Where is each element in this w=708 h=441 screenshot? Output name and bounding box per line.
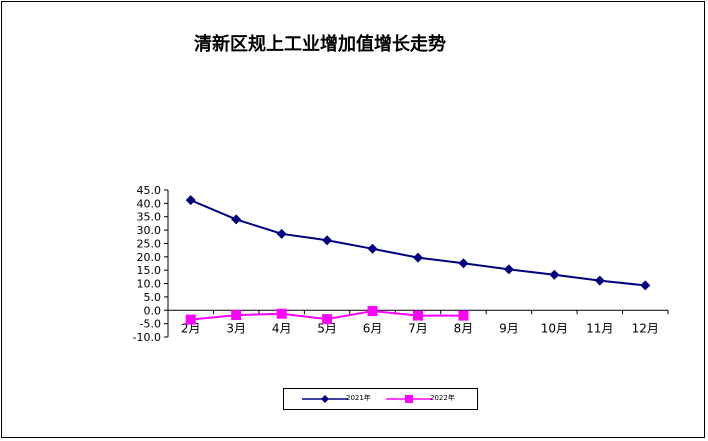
data-point-square xyxy=(367,306,378,317)
x-tick-label: 3月 xyxy=(226,321,246,335)
legend: 2021年 2022年 xyxy=(283,388,478,410)
x-tick-label: 8月 xyxy=(454,321,474,335)
data-point-square xyxy=(413,310,423,321)
legend-label-2022: 2022年 xyxy=(430,394,455,402)
data-point-square xyxy=(185,314,196,325)
x-tick-label: 12月 xyxy=(632,321,659,335)
series-0 xyxy=(185,195,651,291)
x-tick-label: 2月 xyxy=(181,321,201,335)
y-tick-label: 25.0 xyxy=(137,237,162,250)
x-tick-label: 5月 xyxy=(317,321,337,335)
y-tick-label: 35.0 xyxy=(137,211,162,224)
data-point-square xyxy=(458,310,469,321)
y-tick-label: 20.0 xyxy=(137,251,162,264)
data-point-diamond xyxy=(185,195,196,206)
series-line-0 xyxy=(190,199,646,287)
data-point-diamond xyxy=(413,252,423,263)
data-point-diamond xyxy=(458,258,469,269)
y-tick-label: 0.0 xyxy=(144,304,162,317)
data-point-diamond xyxy=(594,275,605,286)
data-point-diamond xyxy=(367,243,378,254)
x-tick-label: 9月 xyxy=(499,321,519,335)
x-tick-label: 10月 xyxy=(541,321,568,335)
data-point-diamond xyxy=(640,280,651,291)
x-tick-label: 6月 xyxy=(363,321,383,335)
data-point-diamond xyxy=(549,269,560,280)
x-tick-label: 11月 xyxy=(586,321,613,335)
y-tick-label: -5.0 xyxy=(140,318,161,331)
data-point-diamond xyxy=(322,235,333,246)
y-axis-ticks: 45.040.035.030.025.020.015.010.05.00.0-5… xyxy=(133,184,168,344)
y-tick-label: 10.0 xyxy=(137,278,162,291)
x-tick-label: 7月 xyxy=(408,321,428,335)
y-tick-label: 15.0 xyxy=(137,264,162,277)
chart-title: 清新区规上工业增加值增长走势 xyxy=(194,34,446,55)
y-tick-label: 5.0 xyxy=(144,291,162,304)
series-layer xyxy=(185,195,651,325)
legend-swatch-2021 xyxy=(302,395,348,403)
x-tick-label: 4月 xyxy=(272,321,292,335)
y-tick-label: 30.0 xyxy=(137,224,162,237)
y-tick-label: -10.0 xyxy=(133,331,161,344)
legend-label-2021: 2021年 xyxy=(346,394,371,402)
legend-swatch-2022 xyxy=(386,395,432,403)
data-point-square xyxy=(231,310,242,321)
data-point-square xyxy=(322,314,333,325)
y-tick-label: 40.0 xyxy=(137,197,162,210)
data-point-diamond xyxy=(231,214,242,225)
data-point-square xyxy=(276,308,287,319)
series-1 xyxy=(185,306,469,325)
y-tick-label: 45.0 xyxy=(137,184,162,197)
data-point-diamond xyxy=(276,228,287,239)
data-point-diamond xyxy=(503,264,514,275)
